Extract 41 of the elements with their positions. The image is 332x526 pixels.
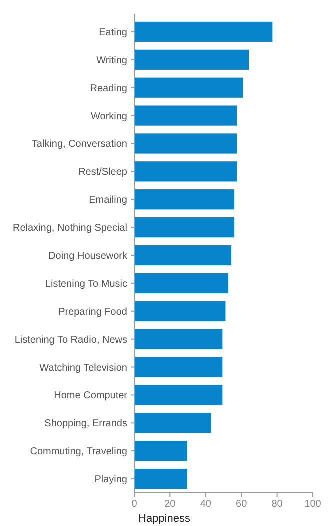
x-tick-label: 100 xyxy=(304,499,322,510)
bar xyxy=(134,50,250,70)
y-tick-label: Playing xyxy=(94,474,128,486)
y-tick-label: Shopping, Errands xyxy=(44,418,128,430)
y-tick-label: Home Computer xyxy=(54,390,128,402)
bar xyxy=(134,357,223,378)
x-tick-label: 0 xyxy=(132,499,138,510)
y-tick-label: Reading xyxy=(90,83,128,94)
bar xyxy=(134,413,212,434)
bar xyxy=(134,441,188,462)
y-tick-label: Preparing Food xyxy=(58,306,128,318)
bar xyxy=(134,329,223,350)
y-tick-label: Emailing xyxy=(89,195,128,206)
bar xyxy=(134,162,238,182)
bar xyxy=(134,301,226,322)
bar xyxy=(134,78,244,98)
y-tick-label: Listening To Music xyxy=(45,278,128,290)
bar xyxy=(134,245,232,266)
x-tick-label: 20 xyxy=(164,499,176,510)
y-tick-label: Working xyxy=(91,111,128,122)
x-tick-label: 60 xyxy=(236,499,248,510)
bar xyxy=(134,190,234,210)
bar xyxy=(134,218,234,238)
bar xyxy=(134,22,273,42)
y-tick-label: Commuting, Traveling xyxy=(30,446,128,458)
bar xyxy=(134,106,238,126)
bar xyxy=(134,134,238,154)
y-tick-label: Watching Television xyxy=(40,362,128,374)
bar xyxy=(134,385,223,406)
y-tick-label: Doing Housework xyxy=(48,251,128,262)
y-tick-label: Listening To Radio, News xyxy=(14,334,128,346)
bar xyxy=(134,468,188,490)
y-tick-label: Talking, Conversation xyxy=(32,139,128,150)
x-tick-label: 80 xyxy=(272,499,284,510)
x-axis-title: Happiness xyxy=(138,513,191,525)
y-tick-label: Eating xyxy=(99,27,128,38)
y-tick-label: Rest/Sleep xyxy=(78,167,128,178)
y-tick-label: Relaxing, Nothing Special xyxy=(12,223,128,234)
y-tick-label: Writing xyxy=(96,55,128,66)
bar xyxy=(134,273,228,294)
x-tick-label: 40 xyxy=(200,499,212,510)
